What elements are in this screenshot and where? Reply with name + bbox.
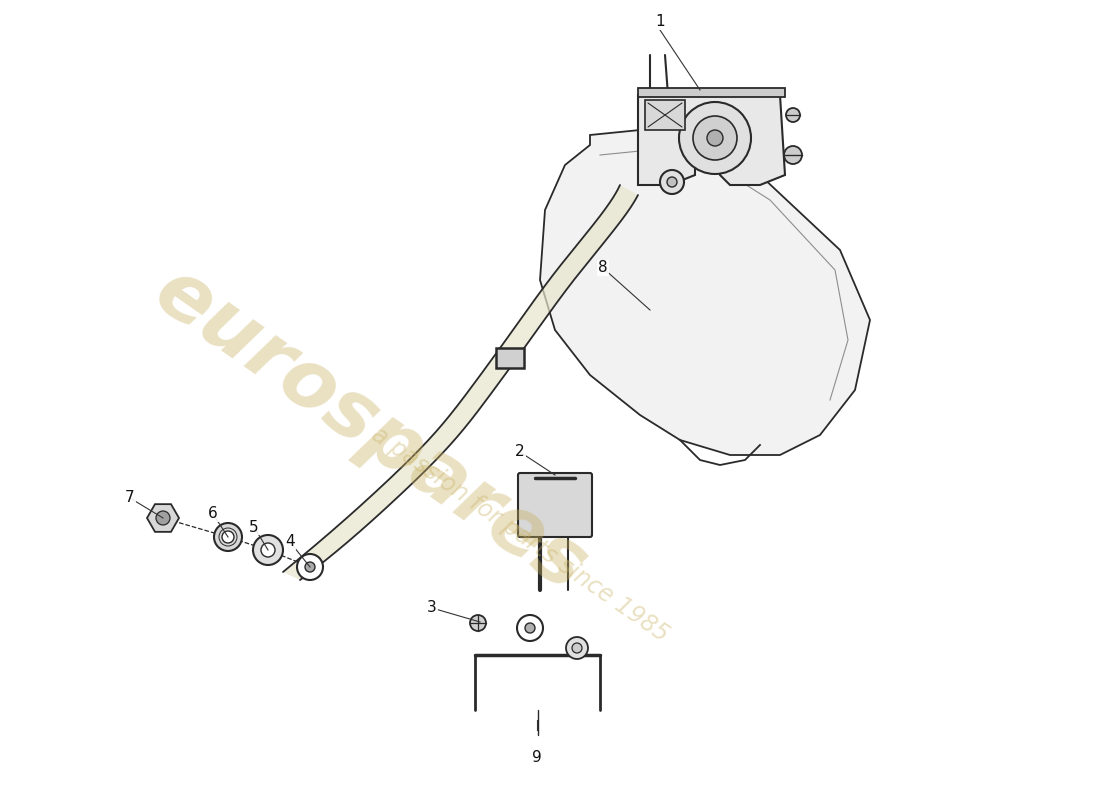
Circle shape	[693, 116, 737, 160]
Circle shape	[470, 615, 486, 631]
Bar	[496, 348, 524, 368]
Circle shape	[660, 170, 684, 194]
Circle shape	[786, 108, 800, 122]
Circle shape	[222, 531, 234, 543]
Circle shape	[517, 615, 543, 641]
Text: 5: 5	[250, 519, 258, 534]
Circle shape	[784, 146, 802, 164]
Text: 2: 2	[515, 445, 525, 459]
Circle shape	[156, 511, 170, 525]
Text: 3: 3	[427, 601, 437, 615]
Circle shape	[253, 535, 283, 565]
Circle shape	[707, 130, 723, 146]
Circle shape	[525, 623, 535, 633]
Polygon shape	[540, 130, 870, 455]
Text: eurospares: eurospares	[140, 252, 601, 608]
Text: 7: 7	[125, 490, 135, 506]
Text: 6: 6	[208, 506, 218, 522]
Circle shape	[667, 177, 676, 187]
Circle shape	[566, 637, 588, 659]
Circle shape	[305, 562, 315, 572]
Circle shape	[679, 102, 751, 174]
Text: 9: 9	[532, 750, 542, 765]
Polygon shape	[645, 100, 685, 130]
Text: 1: 1	[656, 14, 664, 30]
Polygon shape	[638, 88, 785, 97]
Circle shape	[297, 554, 323, 580]
Text: a passion for parts since 1985: a passion for parts since 1985	[367, 423, 673, 647]
Text: 8: 8	[598, 261, 608, 275]
Circle shape	[261, 543, 275, 557]
Circle shape	[572, 643, 582, 653]
Circle shape	[214, 523, 242, 551]
Text: 4: 4	[285, 534, 295, 550]
Polygon shape	[638, 95, 785, 185]
Polygon shape	[283, 185, 638, 580]
FancyBboxPatch shape	[518, 473, 592, 537]
